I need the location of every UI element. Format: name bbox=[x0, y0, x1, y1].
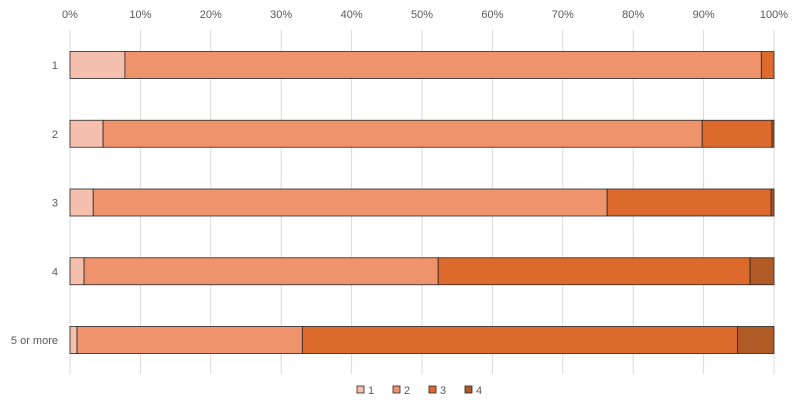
x-tick-label: 10% bbox=[129, 9, 151, 21]
legend-swatch-1 bbox=[356, 385, 365, 394]
legend-swatch-4 bbox=[464, 385, 473, 394]
x-tick-label: 20% bbox=[200, 9, 222, 21]
legend-swatch-3 bbox=[428, 385, 437, 394]
bar-segment-2-series-3 bbox=[701, 119, 773, 148]
bar-segment-4-series-3 bbox=[437, 257, 751, 286]
legend-swatch-2 bbox=[392, 385, 401, 394]
y-category-label: 5 or more bbox=[11, 335, 58, 347]
bar-segment-1-series-3 bbox=[760, 51, 775, 79]
y-axis-category-labels: 1 2 3 4 5 or more bbox=[11, 60, 58, 347]
legend-label: 2 bbox=[404, 385, 410, 397]
bar-segment-3-series-2 bbox=[92, 188, 608, 217]
bar-segment-5-or-more-series-2 bbox=[76, 326, 303, 354]
bar-segment-2-series-1 bbox=[69, 119, 104, 148]
x-tick-label: 40% bbox=[341, 9, 363, 21]
legend: 1 2 3 4 bbox=[356, 385, 482, 397]
x-tick-label: 80% bbox=[622, 9, 644, 21]
bar-segment-5-or-more-series-4 bbox=[736, 326, 775, 354]
legend-label: 1 bbox=[368, 385, 374, 397]
x-tick-label: 50% bbox=[411, 9, 433, 21]
bar-segment-4-series-2 bbox=[83, 257, 439, 286]
bar-segment-1-series-1 bbox=[69, 51, 126, 79]
x-axis-tick-labels: 0% 10% 20% 30% 40% 50% 60% 70% 80% 90% 100% bbox=[62, 9, 788, 21]
bar-segment-5-or-more-series-3 bbox=[301, 326, 738, 354]
x-tick-label: 30% bbox=[270, 9, 292, 21]
y-category-label: 3 bbox=[52, 198, 58, 210]
bar-segment-2-series-2 bbox=[102, 119, 703, 148]
x-tick-label: 90% bbox=[693, 9, 715, 21]
bar-segment-1-series-2 bbox=[124, 51, 762, 79]
bar-segment-5-or-more-series-1 bbox=[69, 326, 78, 354]
bar-segment-4-series-1 bbox=[69, 257, 85, 286]
bar-segment-4-series-4 bbox=[749, 257, 775, 286]
x-tick-label: 70% bbox=[552, 9, 574, 21]
legend-label: 4 bbox=[476, 385, 482, 397]
bar-segment-3-series-4 bbox=[770, 188, 775, 217]
y-category-label: 4 bbox=[52, 266, 58, 278]
bar-segment-3-series-3 bbox=[606, 188, 772, 217]
legend-label: 3 bbox=[440, 385, 446, 397]
bars bbox=[69, 51, 775, 354]
bar-segment-2-series-4 bbox=[771, 119, 775, 148]
y-category-label: 1 bbox=[52, 60, 58, 72]
x-tick-label: 100% bbox=[760, 9, 788, 21]
bar-segment-3-series-1 bbox=[69, 188, 94, 217]
x-tick-label: 60% bbox=[481, 9, 503, 21]
y-category-label: 2 bbox=[52, 129, 58, 141]
x-tick-label: 0% bbox=[62, 9, 78, 21]
